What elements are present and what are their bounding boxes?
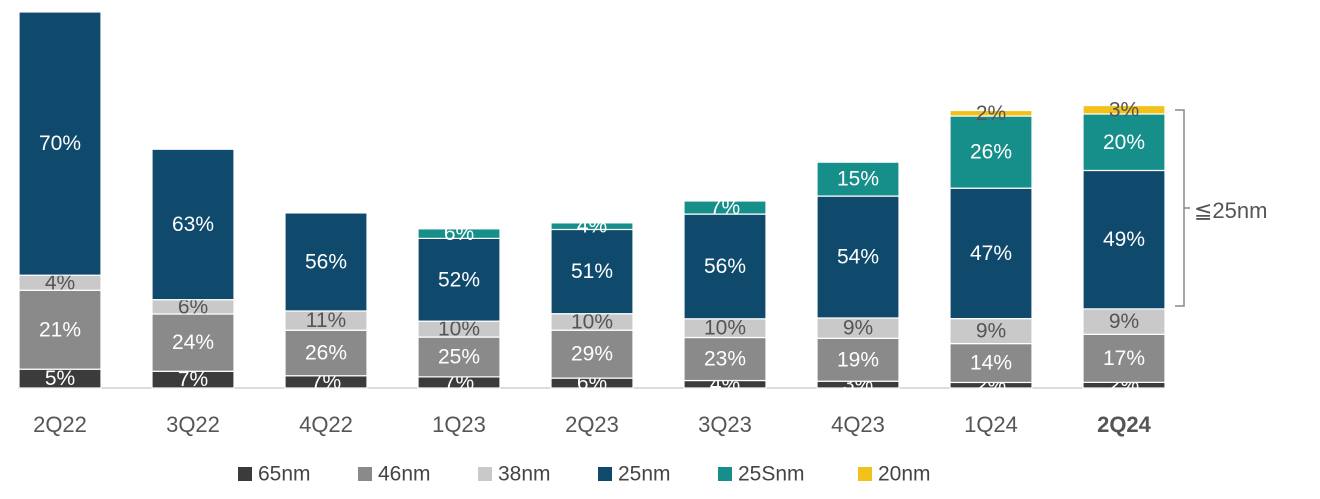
bar-segment <box>18 289 102 370</box>
legend-label: 65nm <box>258 463 311 486</box>
bar-segment <box>1082 169 1166 310</box>
legend-label: 25Snm <box>738 463 805 486</box>
bracket <box>1175 109 1190 307</box>
data-label: 15% <box>837 168 879 191</box>
data-label: 9% <box>976 320 1006 343</box>
data-label: 26% <box>305 342 347 365</box>
legend-swatch <box>598 467 612 481</box>
bar-segment <box>417 336 501 378</box>
x-tick-label: 4Q23 <box>831 412 885 437</box>
bar-segment <box>417 237 501 322</box>
data-label: 6% <box>178 295 208 318</box>
data-label: 56% <box>305 250 347 273</box>
data-label: 10% <box>704 317 746 340</box>
data-label: 4% <box>45 271 75 294</box>
legend-label: 25nm <box>618 463 671 486</box>
data-label: 7% <box>178 368 208 391</box>
x-tick-label: 4Q22 <box>299 412 353 437</box>
x-tick-label: 2Q22 <box>33 412 87 437</box>
bar-segment <box>949 187 1033 320</box>
data-label: 29% <box>571 343 613 366</box>
bar-segment <box>284 329 368 377</box>
data-label: 21% <box>39 318 81 341</box>
x-tick-label: 1Q23 <box>432 412 486 437</box>
x-tick-label: 2Q24 <box>1097 412 1152 437</box>
data-label: 10% <box>438 318 480 341</box>
legend-swatch <box>238 467 252 481</box>
data-label: 6% <box>444 222 474 245</box>
data-label: 4% <box>577 215 607 238</box>
bar-segment <box>949 342 1033 384</box>
data-label: 14% <box>970 352 1012 375</box>
legend-swatch <box>858 467 872 481</box>
data-label: 25% <box>438 346 480 369</box>
data-label: 3% <box>1109 98 1139 121</box>
annotation: ≦25nm <box>1194 198 1267 223</box>
x-tick-label: 2Q23 <box>565 412 619 437</box>
x-tick-label: 3Q22 <box>166 412 220 437</box>
bar-segment <box>151 148 235 301</box>
legend-label: 46nm <box>378 463 431 486</box>
bar-segment <box>683 200 767 215</box>
bar-segment <box>550 329 634 379</box>
data-label: 23% <box>704 348 746 371</box>
bar-segment <box>949 109 1033 117</box>
data-label: 24% <box>172 331 214 354</box>
data-label: 20% <box>1103 131 1145 154</box>
data-label: 17% <box>1103 347 1145 370</box>
data-label: 54% <box>837 246 879 269</box>
data-label: 9% <box>1109 310 1139 333</box>
bar-segment <box>816 161 900 197</box>
bar-segment <box>550 228 634 315</box>
bar-segment <box>683 336 767 382</box>
data-label: 52% <box>438 268 480 291</box>
bar-segment <box>816 195 900 319</box>
x-tick-label: 1Q24 <box>964 412 1018 437</box>
data-label: 2% <box>976 102 1006 125</box>
data-label: 5% <box>45 367 75 390</box>
data-label: 49% <box>1103 228 1145 251</box>
legend-swatch <box>718 467 732 481</box>
bar-segment <box>18 11 102 276</box>
bar-segment <box>1082 104 1166 115</box>
bar-segment <box>1082 308 1166 335</box>
legend-label: 20nm <box>878 463 931 486</box>
data-label: 51% <box>571 260 613 283</box>
bar-segment <box>1082 113 1166 172</box>
bar-segment <box>151 313 235 372</box>
data-label: 9% <box>843 317 873 340</box>
legend-label: 38nm <box>498 463 551 486</box>
bar-segment <box>949 115 1033 189</box>
data-label: 11% <box>306 309 346 332</box>
data-label: 63% <box>172 213 214 236</box>
bar-segment <box>284 212 368 312</box>
bar-segment <box>683 213 767 320</box>
bar-segment <box>949 318 1033 345</box>
legend-swatch <box>358 467 372 481</box>
data-label: 47% <box>970 242 1012 265</box>
data-label: 7% <box>710 196 740 219</box>
x-tick-label: 3Q23 <box>698 412 752 437</box>
legend-swatch <box>478 467 492 481</box>
bar-segment <box>550 222 634 231</box>
data-label: 26% <box>970 141 1012 164</box>
data-label: 70% <box>39 132 81 155</box>
data-label: 10% <box>571 310 613 333</box>
bar-segment <box>417 228 501 239</box>
data-label: 56% <box>704 255 746 278</box>
data-label: 19% <box>837 348 879 371</box>
bar-segment <box>1082 333 1166 383</box>
